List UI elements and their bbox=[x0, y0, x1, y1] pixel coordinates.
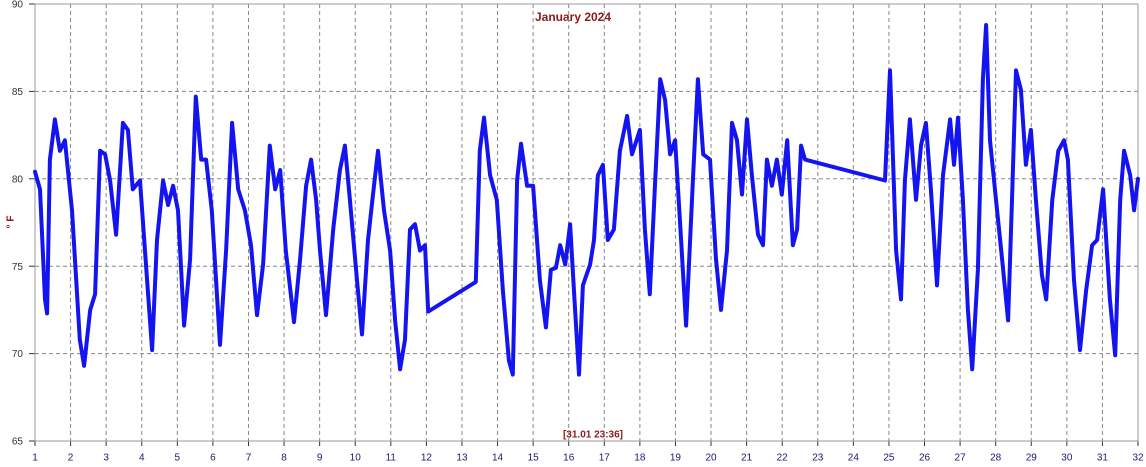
x-tick-label: 20 bbox=[705, 453, 717, 464]
x-tick-label: 14 bbox=[492, 453, 504, 464]
x-tick-label: 17 bbox=[599, 453, 611, 464]
x-tick-label: 9 bbox=[317, 453, 323, 464]
x-tick-label: 30 bbox=[1061, 453, 1073, 464]
x-tick-label: 5 bbox=[175, 453, 181, 464]
x-tick-label: 10 bbox=[350, 453, 362, 464]
x-tick-label: 16 bbox=[563, 453, 575, 464]
x-tick-label: 21 bbox=[741, 453, 753, 464]
x-tick-label: 31 bbox=[1097, 453, 1109, 464]
x-tick-label: 24 bbox=[848, 453, 860, 464]
x-tick-label: 7 bbox=[246, 453, 252, 464]
chart-title: January 2024 bbox=[535, 10, 611, 24]
x-tick-label: 12 bbox=[421, 453, 433, 464]
x-tick-label: 19 bbox=[670, 453, 682, 464]
timestamp-annotation: [31.01 23:36] bbox=[563, 430, 623, 441]
plot-frame bbox=[34, 3, 1139, 442]
x-tick-label: 2 bbox=[68, 453, 74, 464]
x-tick-label: 4 bbox=[139, 453, 145, 464]
x-tick-label: 15 bbox=[528, 453, 540, 464]
y-tick-label: 70 bbox=[12, 349, 24, 360]
x-tick-label: 25 bbox=[883, 453, 895, 464]
x-tick-label: 32 bbox=[1132, 453, 1144, 464]
y-tick-label: 90 bbox=[12, 0, 24, 11]
x-tick-label: 29 bbox=[1026, 453, 1038, 464]
x-tick-label: 11 bbox=[386, 453, 397, 464]
x-tick-label: 6 bbox=[210, 453, 216, 464]
y-axis-label: ° F bbox=[6, 216, 17, 229]
x-tick-label: 3 bbox=[103, 453, 109, 464]
x-tick-label: 18 bbox=[634, 453, 646, 464]
y-tick-label: 80 bbox=[12, 174, 24, 185]
y-tick-label: 85 bbox=[12, 87, 24, 98]
x-tick-label: 1 bbox=[32, 453, 38, 464]
x-tick-label: 8 bbox=[281, 453, 287, 464]
temperature-line bbox=[33, 23, 1140, 377]
x-tick-label: 26 bbox=[919, 453, 931, 464]
x-tick-label: 28 bbox=[990, 453, 1002, 464]
x-tick-label: 22 bbox=[777, 453, 789, 464]
x-tick-label: 27 bbox=[955, 453, 967, 464]
x-tick-label: 13 bbox=[456, 453, 468, 464]
x-tick-label: 23 bbox=[812, 453, 824, 464]
y-tick-label: 75 bbox=[12, 262, 24, 273]
y-tick-label: 65 bbox=[12, 437, 24, 448]
